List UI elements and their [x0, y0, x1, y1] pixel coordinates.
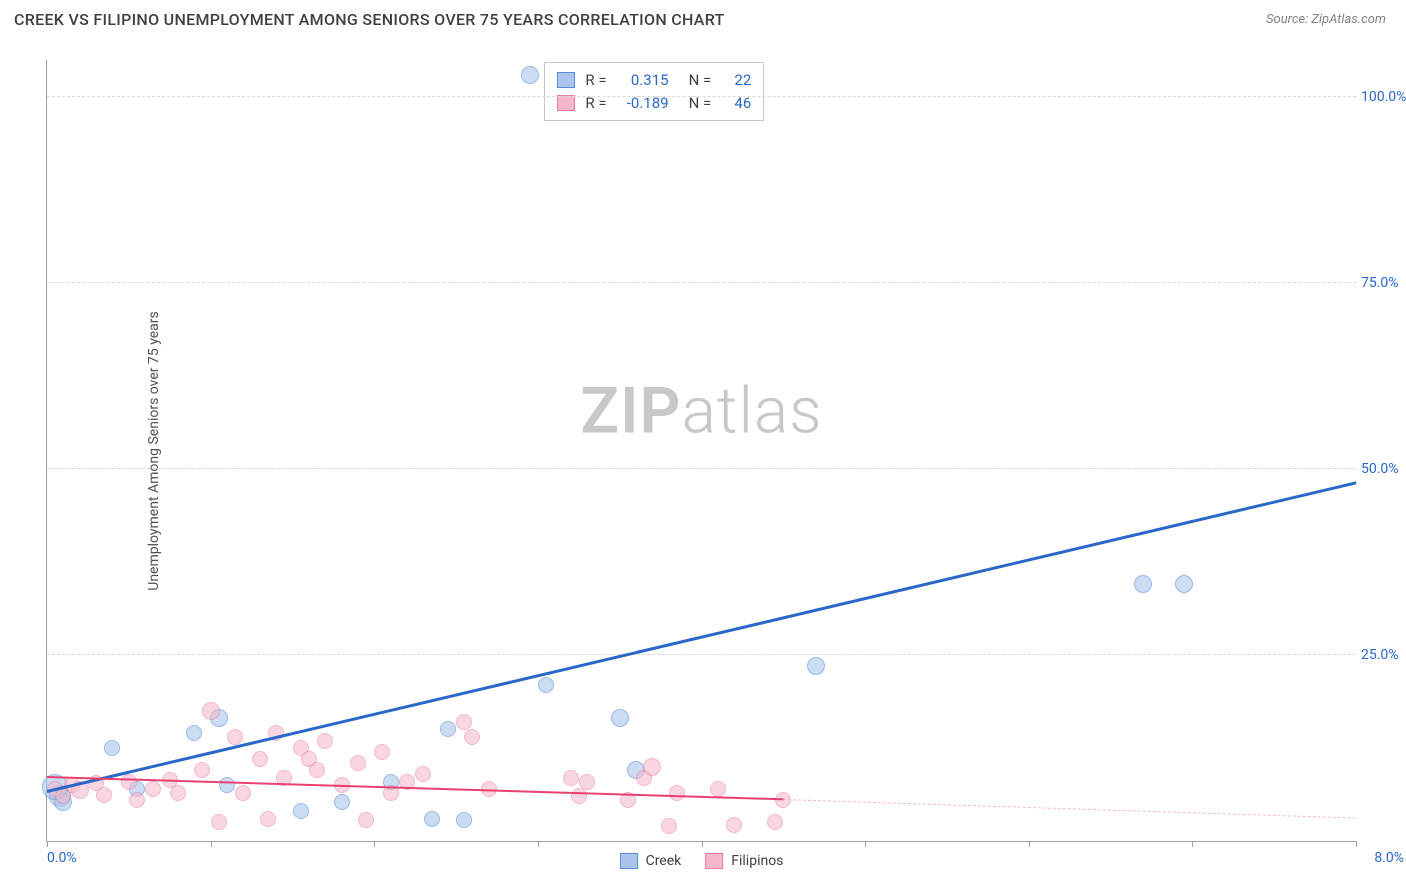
- data-point-filipinos: [170, 785, 186, 801]
- grid-line: [47, 282, 1356, 283]
- data-point-filipinos: [350, 755, 366, 771]
- bottom-legend: Creek Filipinos: [620, 853, 784, 869]
- data-point-filipinos: [202, 702, 220, 720]
- data-point-creek: [424, 811, 440, 827]
- x-axis-max-label: 8.0%: [1374, 850, 1404, 866]
- y-tick-label: 25.0%: [1361, 647, 1406, 663]
- data-point-filipinos: [661, 818, 677, 834]
- data-point-filipinos: [260, 811, 276, 827]
- watermark-rest: atlas: [682, 374, 823, 449]
- x-axis-min-label: 0.0%: [47, 850, 77, 866]
- y-tick-label: 100.0%: [1361, 89, 1406, 105]
- data-point-filipinos: [211, 814, 227, 830]
- corr-swatch: [557, 72, 575, 88]
- grid-line: [47, 96, 1356, 97]
- data-point-filipinos: [579, 774, 595, 790]
- corr-row: R = -0.189 N = 46: [557, 92, 751, 115]
- data-point-filipinos: [456, 714, 472, 730]
- watermark: ZIPatlas: [580, 374, 822, 449]
- data-point-filipinos: [252, 751, 268, 767]
- watermark-bold: ZIP: [580, 374, 681, 449]
- legend-label: Creek: [646, 853, 682, 869]
- data-point-filipinos: [96, 787, 112, 803]
- corr-n-label: N =: [689, 69, 712, 92]
- data-point-filipinos: [710, 781, 726, 797]
- data-point-filipinos: [358, 812, 374, 828]
- legend-swatch: [705, 853, 723, 869]
- x-tick: [1192, 841, 1193, 847]
- x-tick: [211, 841, 212, 847]
- y-tick-label: 75.0%: [1361, 275, 1406, 291]
- data-point-filipinos: [643, 758, 661, 776]
- data-point-creek: [104, 740, 120, 756]
- data-point-creek: [538, 677, 554, 693]
- legend-label: Filipinos: [731, 853, 783, 869]
- corr-r-value: 0.315: [617, 69, 669, 92]
- data-point-filipinos: [309, 762, 325, 778]
- data-point-filipinos: [563, 770, 579, 786]
- data-point-creek: [1134, 575, 1152, 593]
- data-point-creek: [1175, 575, 1193, 593]
- scatter-chart: Unemployment Among Seniors over 75 years…: [46, 60, 1356, 842]
- data-point-creek: [807, 657, 825, 675]
- data-point-filipinos: [121, 774, 137, 790]
- x-tick: [702, 841, 703, 847]
- data-point-filipinos: [374, 744, 390, 760]
- x-tick: [1356, 841, 1357, 847]
- corr-row: R = 0.315 N = 22: [557, 69, 751, 92]
- data-point-creek: [186, 725, 202, 741]
- corr-n-value: 46: [721, 92, 751, 115]
- correlation-box: R = 0.315 N = 22 R = -0.189 N = 46: [544, 62, 764, 121]
- x-tick: [1029, 841, 1030, 847]
- legend-swatch: [620, 853, 638, 869]
- legend-item: Filipinos: [705, 853, 783, 869]
- x-tick: [865, 841, 866, 847]
- data-point-creek: [456, 812, 472, 828]
- y-tick-label: 50.0%: [1361, 461, 1406, 477]
- x-tick: [47, 841, 48, 847]
- corr-r-value: -0.189: [617, 92, 669, 115]
- data-point-filipinos: [235, 785, 251, 801]
- data-point-creek: [293, 803, 309, 819]
- regression-line: [47, 482, 1357, 793]
- data-point-creek: [219, 777, 235, 793]
- corr-n-value: 22: [721, 69, 751, 92]
- data-point-filipinos: [194, 762, 210, 778]
- chart-title: CREEK VS FILIPINO UNEMPLOYMENT AMONG SEN…: [14, 10, 725, 29]
- source-label: Source: ZipAtlas.com: [1266, 12, 1386, 27]
- grid-line: [47, 654, 1356, 655]
- data-point-creek: [334, 794, 350, 810]
- data-point-filipinos: [227, 729, 243, 745]
- data-point-filipinos: [129, 792, 145, 808]
- data-point-filipinos: [464, 729, 480, 745]
- corr-r-label: R =: [585, 92, 606, 115]
- grid-line: [47, 468, 1356, 469]
- legend-item: Creek: [620, 853, 682, 869]
- data-point-filipinos: [767, 814, 783, 830]
- data-point-filipinos: [145, 781, 161, 797]
- data-point-filipinos: [317, 733, 333, 749]
- x-tick: [374, 841, 375, 847]
- data-point-filipinos: [571, 788, 587, 804]
- plot-area: ZIPatlas 0.0% 8.0% R =0.315N =22R =-0.18…: [46, 60, 1356, 842]
- data-point-creek: [440, 721, 456, 737]
- data-point-filipinos: [669, 785, 685, 801]
- data-point-creek: [521, 66, 539, 84]
- data-point-creek: [611, 709, 629, 727]
- regression-line: [783, 799, 1356, 819]
- data-point-filipinos: [726, 817, 742, 833]
- corr-r-label: R =: [585, 69, 606, 92]
- corr-n-label: N =: [689, 92, 712, 115]
- x-tick: [538, 841, 539, 847]
- data-point-filipinos: [415, 766, 431, 782]
